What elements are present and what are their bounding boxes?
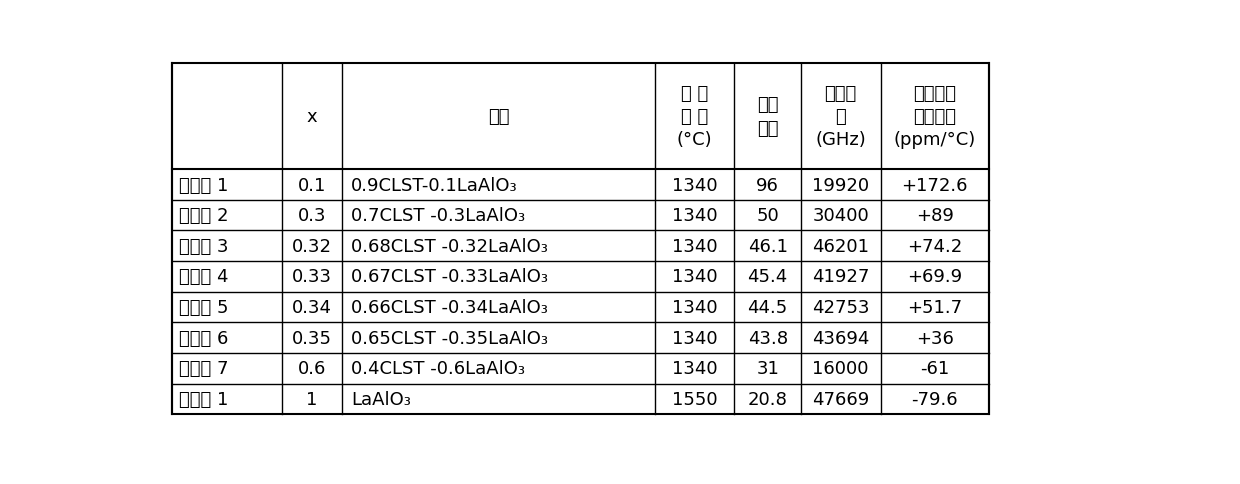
Text: 0.68CLST -0.32LaAlO₃: 0.68CLST -0.32LaAlO₃ bbox=[351, 237, 548, 255]
Text: +89: +89 bbox=[916, 207, 954, 225]
Text: 43694: 43694 bbox=[812, 329, 869, 347]
Text: 温 度: 温 度 bbox=[681, 108, 708, 126]
Text: 41927: 41927 bbox=[812, 268, 869, 286]
Text: 46.1: 46.1 bbox=[748, 237, 787, 255]
Text: 数: 数 bbox=[836, 108, 846, 126]
Text: 1550: 1550 bbox=[672, 390, 718, 408]
Text: -79.6: -79.6 bbox=[911, 390, 959, 408]
Text: x: x bbox=[306, 108, 317, 126]
Text: 0.3: 0.3 bbox=[298, 207, 326, 225]
Text: 1340: 1340 bbox=[672, 207, 718, 225]
Text: 1340: 1340 bbox=[672, 299, 718, 317]
Text: 0.65CLST -0.35LaAlO₃: 0.65CLST -0.35LaAlO₃ bbox=[351, 329, 548, 347]
Text: 45.4: 45.4 bbox=[748, 268, 787, 286]
Text: 1340: 1340 bbox=[672, 268, 718, 286]
Text: +51.7: +51.7 bbox=[908, 299, 962, 317]
Text: 对比例 1: 对比例 1 bbox=[179, 390, 228, 408]
Text: 1340: 1340 bbox=[672, 329, 718, 347]
Text: 19920: 19920 bbox=[812, 176, 869, 194]
Text: 常数: 常数 bbox=[756, 120, 779, 137]
Text: 实施例 3: 实施例 3 bbox=[179, 237, 228, 255]
Text: 实施例 7: 实施例 7 bbox=[179, 360, 228, 378]
Text: 42753: 42753 bbox=[812, 299, 869, 317]
Text: 0.1: 0.1 bbox=[298, 176, 326, 194]
Text: 0.6: 0.6 bbox=[298, 360, 326, 378]
Text: 20.8: 20.8 bbox=[748, 390, 787, 408]
Text: +172.6: +172.6 bbox=[901, 176, 968, 194]
Text: 1340: 1340 bbox=[672, 176, 718, 194]
Text: 43.8: 43.8 bbox=[748, 329, 787, 347]
Text: 样品: 样品 bbox=[487, 108, 510, 126]
Text: 实施例 5: 实施例 5 bbox=[179, 299, 228, 317]
Text: 16000: 16000 bbox=[812, 360, 869, 378]
Text: 0.32: 0.32 bbox=[293, 237, 332, 255]
Text: 品质因: 品质因 bbox=[825, 85, 857, 103]
Text: (GHz): (GHz) bbox=[815, 131, 866, 149]
Text: 温度系数: 温度系数 bbox=[914, 108, 956, 126]
Text: 0.35: 0.35 bbox=[293, 329, 332, 347]
Text: 实施例 2: 实施例 2 bbox=[179, 207, 228, 225]
Text: 谐振频率: 谐振频率 bbox=[914, 85, 956, 103]
Text: +69.9: +69.9 bbox=[908, 268, 962, 286]
Text: 31: 31 bbox=[756, 360, 779, 378]
Text: 47669: 47669 bbox=[812, 390, 869, 408]
Text: 0.66CLST -0.34LaAlO₃: 0.66CLST -0.34LaAlO₃ bbox=[351, 299, 548, 317]
Text: 烧 结: 烧 结 bbox=[681, 85, 708, 103]
Text: 44.5: 44.5 bbox=[748, 299, 787, 317]
Bar bbox=[172, 64, 990, 414]
Text: 96: 96 bbox=[756, 176, 779, 194]
Text: 0.7CLST -0.3LaAlO₃: 0.7CLST -0.3LaAlO₃ bbox=[351, 207, 526, 225]
Text: 实施例 1: 实施例 1 bbox=[179, 176, 228, 194]
Text: 1340: 1340 bbox=[672, 237, 718, 255]
Text: 30400: 30400 bbox=[812, 207, 869, 225]
Text: 0.4CLST -0.6LaAlO₃: 0.4CLST -0.6LaAlO₃ bbox=[351, 360, 525, 378]
Text: 46201: 46201 bbox=[812, 237, 869, 255]
Text: 1340: 1340 bbox=[672, 360, 718, 378]
Text: (°C): (°C) bbox=[677, 131, 713, 149]
Text: 0.9CLST-0.1LaAlO₃: 0.9CLST-0.1LaAlO₃ bbox=[351, 176, 517, 194]
Text: 1: 1 bbox=[306, 390, 317, 408]
Text: 50: 50 bbox=[756, 207, 779, 225]
Text: LaAlO₃: LaAlO₃ bbox=[351, 390, 410, 408]
Text: +36: +36 bbox=[916, 329, 954, 347]
Text: (ppm/°C): (ppm/°C) bbox=[894, 131, 976, 149]
Text: 介电: 介电 bbox=[756, 96, 779, 114]
Text: 0.34: 0.34 bbox=[293, 299, 332, 317]
Text: 实施例 6: 实施例 6 bbox=[179, 329, 228, 347]
Text: -61: -61 bbox=[920, 360, 950, 378]
Text: 0.67CLST -0.33LaAlO₃: 0.67CLST -0.33LaAlO₃ bbox=[351, 268, 548, 286]
Text: 实施例 4: 实施例 4 bbox=[179, 268, 228, 286]
Text: 0.33: 0.33 bbox=[293, 268, 332, 286]
Text: +74.2: +74.2 bbox=[908, 237, 962, 255]
